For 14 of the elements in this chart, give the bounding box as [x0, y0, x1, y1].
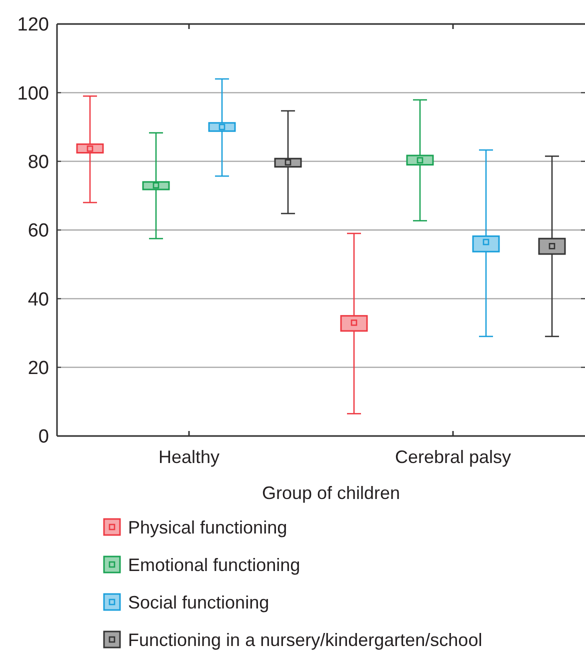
legend-label: Physical functioning	[128, 517, 288, 538]
legend-label: Functioning in a nursery/kindergarten/school	[128, 630, 482, 650]
legend-label: Emotional functioning	[128, 554, 300, 575]
legend-label: Social functioning	[128, 592, 270, 612]
y-tick-label: 40	[28, 289, 49, 310]
x-tick-label: Healthy	[158, 447, 220, 467]
y-tick-label: 60	[28, 220, 49, 242]
y-tick-label: 120	[17, 14, 49, 36]
y-tick-label: 0	[38, 426, 49, 448]
y-tick-label: 100	[17, 83, 49, 104]
x-axis-title: Group of children	[262, 483, 400, 503]
y-tick-label: 80	[28, 152, 49, 173]
x-tick-label: Cerebral palsy	[394, 447, 512, 467]
y-tick-label: 20	[28, 358, 49, 379]
